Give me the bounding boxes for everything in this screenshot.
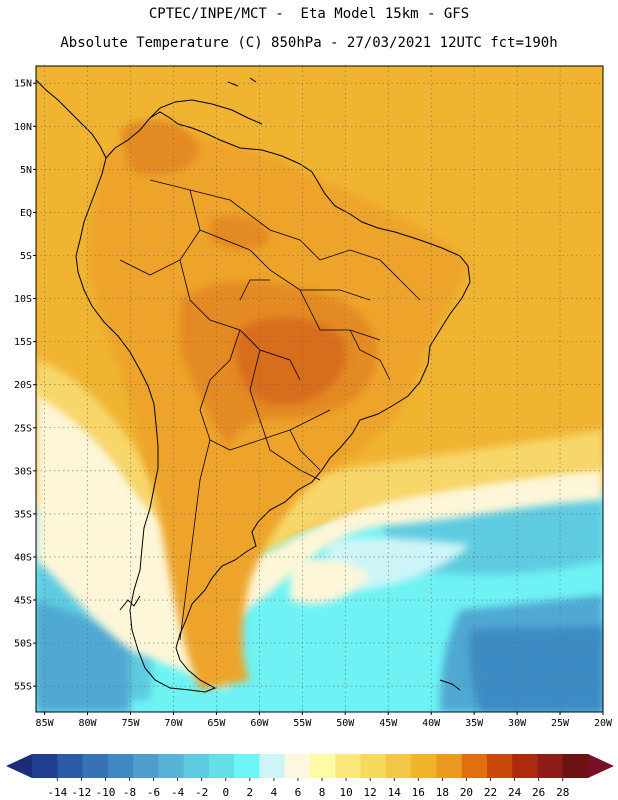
colorbar-cell bbox=[133, 754, 159, 778]
lon-label: 85W bbox=[36, 718, 55, 729]
field-warm-band bbox=[36, 360, 603, 557]
colorbar-label: 28 bbox=[556, 786, 569, 799]
colorbar-cell bbox=[57, 754, 84, 778]
field-cyan-band bbox=[36, 490, 603, 700]
colorbar-high-arrow bbox=[588, 754, 614, 778]
lat-label: 15N bbox=[14, 79, 32, 90]
colorbar-label: 26 bbox=[532, 786, 545, 799]
colorbar-label: -8 bbox=[123, 786, 136, 799]
colorbar-label: 24 bbox=[508, 786, 522, 799]
colorbar-label: 2 bbox=[247, 786, 254, 799]
map-title: CPTEC/INPE/MCT - Eta Model 15km - GFS bbox=[148, 6, 470, 22]
colorbar-label: 0 bbox=[222, 786, 229, 799]
colorbar-cell bbox=[436, 754, 463, 778]
coastline-central-america bbox=[36, 79, 107, 159]
field-blue bbox=[36, 595, 603, 712]
lon-label: 30W bbox=[508, 718, 527, 729]
colorbar-label: 10 bbox=[339, 786, 352, 799]
colorbar-cell bbox=[284, 754, 311, 778]
lon-label: 60W bbox=[250, 718, 269, 729]
field-deep-blue bbox=[469, 625, 603, 712]
lat-label: 10S bbox=[14, 294, 32, 305]
colorbar-cell bbox=[310, 754, 336, 778]
graticule bbox=[36, 66, 603, 712]
lat-label: 20S bbox=[14, 380, 32, 391]
lat-label: 5N bbox=[20, 165, 32, 176]
lon-label: 55W bbox=[293, 718, 312, 729]
colorbar-cell bbox=[385, 754, 412, 778]
lat-label: 25S bbox=[14, 423, 32, 434]
map-subtitle: Absolute Temperature (C) 850hPa - 27/03/… bbox=[60, 35, 558, 51]
lat-label: 50S bbox=[14, 639, 32, 650]
colorbar-label: 6 bbox=[295, 786, 302, 799]
field-cream-patagonia bbox=[290, 558, 370, 604]
coastline-islands bbox=[119, 77, 461, 691]
colorbar-cell bbox=[537, 754, 564, 778]
lat-label: 15S bbox=[14, 337, 32, 348]
temperature-field bbox=[36, 66, 603, 712]
lon-label: 25W bbox=[551, 718, 570, 729]
lat-label: 45S bbox=[14, 596, 32, 607]
colorbar-cell bbox=[82, 754, 109, 778]
coastline-borders bbox=[36, 77, 471, 693]
colorbar-label: -14 bbox=[47, 786, 67, 799]
colorbar-cell bbox=[335, 754, 362, 778]
lat-label: 35S bbox=[14, 509, 32, 520]
colorbar-cell bbox=[183, 754, 210, 778]
colorbar-cell bbox=[259, 754, 286, 778]
colorbar-cell bbox=[411, 754, 437, 778]
colorbar-label: -10 bbox=[95, 786, 115, 799]
lon-label: 75W bbox=[121, 718, 140, 729]
colorbar-cell bbox=[234, 754, 260, 778]
axis-ticks bbox=[33, 82, 604, 715]
plot-frame bbox=[35, 65, 604, 713]
lon-label: 45W bbox=[379, 718, 398, 729]
colorbar-cell bbox=[158, 754, 185, 778]
colorbar-cell bbox=[461, 754, 488, 778]
lon-label: 80W bbox=[79, 718, 98, 729]
longitude-labels: 85W 80W 75W 70W 65W 60W 55W 50W 45W 40W 35W 30W 25W 2… bbox=[36, 718, 613, 729]
colorbar-cell bbox=[562, 754, 589, 778]
colorbar-label: -2 bbox=[195, 786, 208, 799]
colorbar-cell bbox=[486, 754, 513, 778]
coastline-south-america bbox=[75, 111, 471, 693]
lon-label: 65W bbox=[207, 718, 226, 729]
colorbar-cell bbox=[107, 754, 134, 778]
colorbar-label: 16 bbox=[412, 786, 425, 799]
lat-label: 5S bbox=[20, 251, 32, 262]
colorbar-label: 20 bbox=[460, 786, 473, 799]
colorbar-low-arrow bbox=[6, 754, 32, 778]
colorbar-labels: -14 -12 -10 -8 -6 -4 -2 0 2 4 6 8 10 12 14 16 18 20 22 24 26… bbox=[47, 778, 569, 799]
lat-label: 40S bbox=[14, 552, 32, 563]
colorbar-cell bbox=[360, 754, 387, 778]
colorbar-label: 4 bbox=[271, 786, 278, 799]
coastline-caribbean bbox=[149, 99, 263, 125]
lat-label: 10N bbox=[14, 122, 32, 133]
lat-label: 30S bbox=[14, 466, 32, 477]
colorbar-cell bbox=[208, 754, 235, 778]
lat-label: 55S bbox=[14, 682, 32, 693]
colorbar: -14 -12 -10 -8 -6 -4 -2 0 2 4 6 8 10 12 14 16 18 20 22 24 26… bbox=[6, 754, 614, 799]
colorbar-label: 22 bbox=[484, 786, 497, 799]
lon-label: 50W bbox=[336, 718, 355, 729]
colorbar-label: 12 bbox=[364, 786, 377, 799]
field-hot-north bbox=[120, 119, 270, 251]
country-borders bbox=[119, 179, 421, 641]
colorbar-label: -4 bbox=[171, 786, 185, 799]
colorbar-cell bbox=[512, 754, 538, 778]
colorbar-label: 14 bbox=[388, 786, 402, 799]
colorbar-label: -6 bbox=[147, 786, 160, 799]
lon-label: 70W bbox=[164, 718, 183, 729]
colorbar-label: -12 bbox=[71, 786, 91, 799]
latitude-labels: 15N 10N 5N EQ 5S 10S 15S 20S 25S 30S 35S 40S 45S 50S 5… bbox=[14, 79, 32, 693]
colorbar-label: 18 bbox=[436, 786, 449, 799]
lat-label: EQ bbox=[20, 208, 32, 219]
lon-label: 40W bbox=[422, 718, 441, 729]
colorbar-label: 8 bbox=[319, 786, 326, 799]
colorbar-cell bbox=[32, 754, 58, 778]
lon-label: 35W bbox=[465, 718, 484, 729]
lon-label: 20W bbox=[594, 718, 613, 729]
